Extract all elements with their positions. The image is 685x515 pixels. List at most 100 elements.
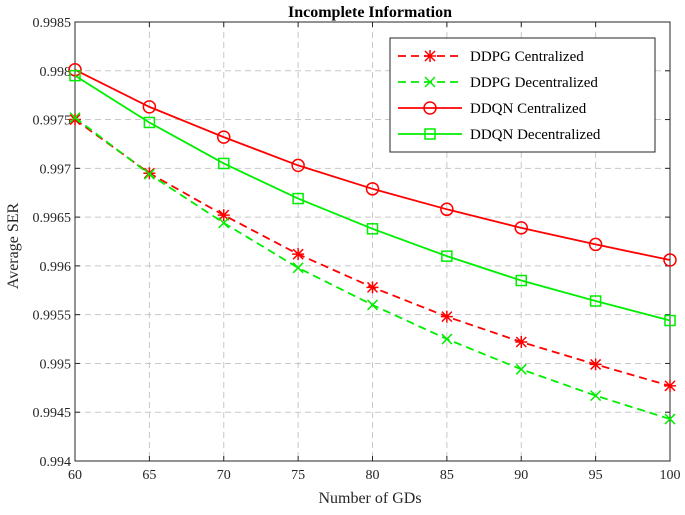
data-point — [440, 202, 454, 217]
marker-shape — [217, 130, 231, 144]
marker-shape — [589, 358, 602, 371]
data-point — [69, 69, 81, 82]
data-point — [366, 281, 379, 294]
marker-shape — [440, 202, 454, 217]
marker-shape — [664, 413, 676, 425]
legend: DDPG Centralized DDPG Decentralized DDQN C… — [389, 37, 656, 153]
legend-box — [389, 37, 656, 153]
series-ddqn-decentralized — [69, 69, 676, 327]
data-point — [664, 314, 676, 327]
legend-entry-ddqn-centralized: DDQN Centralized — [398, 101, 587, 117]
data-point — [143, 168, 155, 180]
legend-marker — [424, 76, 436, 88]
series-line-ddqn-centralized — [74, 68, 671, 261]
data-point — [515, 363, 527, 375]
legend-label: DDQN Centralized — [470, 101, 587, 117]
y-tick-label: 0.995 — [40, 357, 72, 372]
marker-shape — [514, 221, 528, 235]
data-point — [142, 100, 157, 114]
marker-shape — [69, 69, 81, 82]
marker-shape — [142, 100, 157, 114]
y-tick-label: 0.998 — [40, 65, 72, 80]
x-axis-title: Number of GDs — [318, 490, 421, 507]
marker-shape — [366, 299, 379, 311]
y-tick-label: 0.9985 — [33, 16, 72, 31]
x-tick-label: 65 — [142, 468, 156, 483]
marker-shape — [440, 310, 453, 323]
data-point — [69, 113, 81, 126]
y-tick-label: 0.994 — [40, 455, 72, 470]
marker-shape — [515, 335, 528, 348]
marker-shape — [589, 295, 602, 307]
x-tick-label: 60 — [68, 468, 82, 483]
marker-shape — [664, 314, 676, 327]
series-ddqn-centralized — [68, 63, 677, 267]
data-point — [441, 333, 453, 345]
data-point — [441, 250, 453, 262]
series-line-ddqn-decentralized — [74, 74, 671, 322]
marker-shape — [424, 128, 436, 140]
y-tick-label: 0.9945 — [33, 406, 72, 421]
marker-shape — [292, 248, 305, 261]
y-tick-label: 0.9975 — [33, 114, 72, 129]
marker-shape — [515, 274, 527, 287]
y-axis-title: Average SER — [5, 203, 22, 290]
data-point — [292, 262, 304, 274]
data-point — [143, 116, 156, 129]
marker-shape — [515, 363, 527, 375]
legend-label: DDPG Centralized — [470, 49, 584, 65]
axes: 60 65 70 75 80 85 90 95 100 0.994 0.9945 0.995 0.995… — [33, 16, 681, 483]
marker-shape — [423, 101, 437, 115]
chart-title: Incomplete Information — [288, 4, 452, 21]
data-point — [515, 274, 527, 287]
data-point — [217, 209, 230, 222]
marker-shape — [69, 112, 81, 124]
data-point — [664, 413, 676, 425]
x-tick-label: 95 — [589, 468, 603, 483]
legend-marker — [423, 101, 437, 115]
marker-shape — [424, 76, 436, 88]
data-point — [515, 335, 528, 348]
x-tick-label: 80 — [366, 468, 380, 483]
data-point — [218, 217, 230, 229]
data-point — [589, 358, 602, 371]
data-point — [366, 299, 379, 311]
marker-shape — [663, 253, 677, 267]
series-ddpg-decentralized — [69, 112, 676, 425]
data-point — [590, 390, 602, 402]
y-tick-label: 0.997 — [40, 162, 72, 177]
marker-shape — [291, 158, 305, 173]
legend-label: DDQN Decentralized — [470, 127, 601, 143]
data-point — [664, 379, 676, 392]
marker-shape — [292, 192, 304, 205]
marker-shape — [366, 223, 379, 235]
marker-shape — [365, 182, 380, 196]
series-group — [68, 63, 677, 425]
y-tick-label: 0.9965 — [33, 211, 72, 226]
legend-entry-ddpg-decentralized: DDPG Decentralized — [398, 75, 598, 91]
marker-shape — [366, 281, 379, 294]
marker-shape — [588, 237, 603, 252]
marker-shape — [143, 116, 156, 129]
x-tick-label: 90 — [514, 468, 528, 483]
data-point — [291, 158, 305, 173]
marker-shape — [441, 250, 453, 262]
x-tick-label: 100 — [660, 468, 681, 483]
y-tick-label: 0.9955 — [33, 309, 72, 324]
marker-shape — [424, 50, 436, 62]
marker-shape — [143, 168, 155, 180]
data-point — [217, 130, 231, 144]
data-point — [218, 157, 230, 170]
data-point — [588, 237, 603, 252]
data-point — [366, 223, 379, 235]
marker-shape — [292, 262, 304, 274]
marker-shape — [441, 333, 453, 345]
data-point — [440, 310, 453, 323]
marker-shape — [218, 157, 230, 170]
data-point — [292, 248, 305, 261]
legend-entry-ddpg-centralized: DDPG Centralized — [398, 49, 584, 65]
x-tick-label: 70 — [217, 468, 231, 483]
marker-shape — [69, 113, 81, 126]
